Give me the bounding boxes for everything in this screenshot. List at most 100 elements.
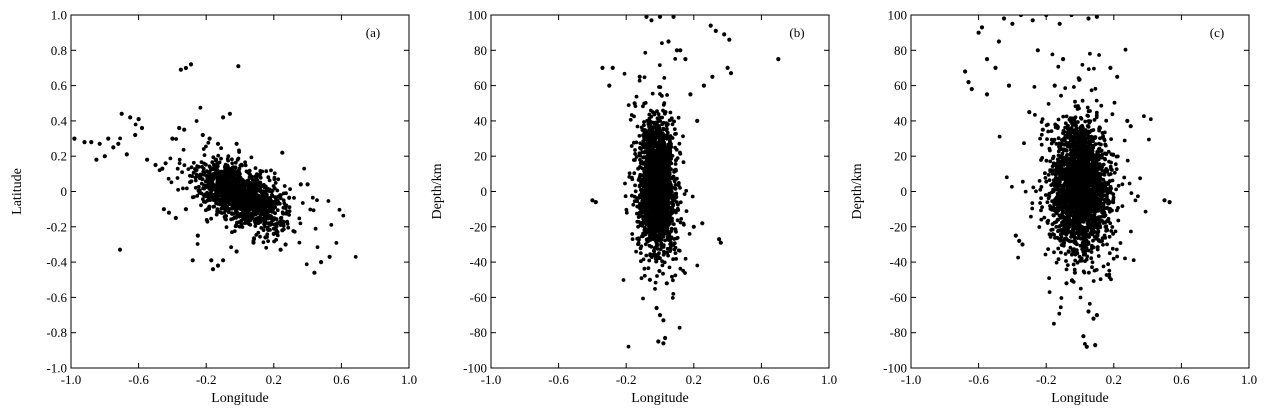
data-point (224, 214, 229, 218)
data-point (270, 203, 275, 208)
data-point (195, 233, 200, 238)
data-point (1045, 137, 1049, 142)
data-point (642, 175, 647, 179)
data-point (281, 219, 286, 224)
data-point (638, 174, 642, 178)
data-point (111, 145, 116, 150)
data-point (302, 166, 307, 171)
data-point (287, 205, 292, 210)
data-point (641, 127, 645, 132)
data-point (637, 74, 642, 79)
data-point (1087, 270, 1091, 275)
data-point (657, 15, 663, 19)
data-point (676, 248, 681, 253)
data-point (261, 196, 266, 201)
data-point (230, 168, 234, 173)
data-point (691, 224, 696, 229)
panel-tag: (b) (789, 25, 804, 40)
data-point (658, 85, 663, 89)
data-point (229, 202, 234, 207)
data-point (200, 132, 205, 138)
y-tick-label: 40 (894, 113, 907, 128)
data-point (658, 168, 663, 173)
data-point (637, 134, 642, 138)
data-point (237, 200, 242, 205)
data-point (218, 210, 222, 215)
data-point (224, 225, 229, 230)
data-point (655, 222, 660, 227)
data-point (663, 335, 668, 341)
data-point (267, 196, 271, 201)
data-point (311, 208, 316, 213)
data-point (665, 251, 670, 255)
data-point (644, 253, 649, 258)
data-point (654, 159, 658, 164)
data-point (1075, 260, 1080, 265)
data-point (643, 133, 648, 138)
data-point (645, 172, 650, 177)
data-point (665, 226, 670, 231)
data-point (197, 175, 202, 180)
data-point (193, 178, 198, 183)
data-point (315, 245, 320, 250)
data-point (668, 134, 673, 138)
data-point (118, 136, 122, 141)
x-axis-label: Longitude (631, 391, 689, 406)
data-point (124, 152, 129, 157)
data-point (297, 216, 302, 221)
data-point (640, 197, 645, 202)
data-point (226, 166, 231, 171)
data-point (258, 234, 262, 239)
x-axis-label: Longitude (1051, 391, 1109, 406)
data-point (633, 183, 637, 188)
data-point (1052, 321, 1056, 326)
data-point (684, 188, 689, 193)
data-point (297, 240, 302, 245)
data-point (236, 64, 241, 69)
data-point (237, 167, 241, 172)
data-point (642, 75, 647, 80)
data-point (211, 172, 215, 177)
data-point (229, 217, 234, 222)
data-point (1091, 238, 1095, 243)
data-point (662, 101, 667, 106)
data-point (632, 114, 636, 119)
data-point (224, 217, 228, 222)
data-point (229, 245, 234, 250)
data-point (1109, 167, 1114, 172)
data-point (193, 167, 197, 171)
data-point (659, 223, 664, 228)
data-point (652, 214, 657, 219)
data-point (1115, 254, 1119, 259)
data-point (632, 140, 636, 145)
data-point (237, 190, 242, 195)
data-point (1112, 170, 1117, 175)
data-point (695, 263, 700, 268)
data-point (237, 183, 241, 188)
data-point (681, 160, 686, 165)
data-point (670, 207, 675, 211)
data-point (205, 207, 210, 212)
data-point (275, 208, 280, 213)
data-point (638, 251, 643, 256)
data-point (647, 258, 652, 263)
data-point (655, 109, 659, 114)
data-point (663, 194, 667, 199)
data-point (642, 217, 647, 222)
data-point (667, 179, 671, 184)
data-point (1122, 138, 1127, 143)
data-point (630, 177, 635, 182)
y-tick-label: -1.0 (46, 361, 67, 376)
data-point (646, 204, 651, 209)
data-point (647, 277, 653, 282)
data-point (647, 233, 652, 238)
data-point (190, 195, 195, 200)
data-point (668, 110, 673, 115)
data-point (1094, 268, 1099, 272)
data-point (661, 271, 665, 276)
data-point (624, 210, 629, 215)
data-point (638, 141, 643, 146)
data-point (626, 103, 631, 107)
data-point (116, 141, 121, 146)
data-point (665, 93, 669, 97)
